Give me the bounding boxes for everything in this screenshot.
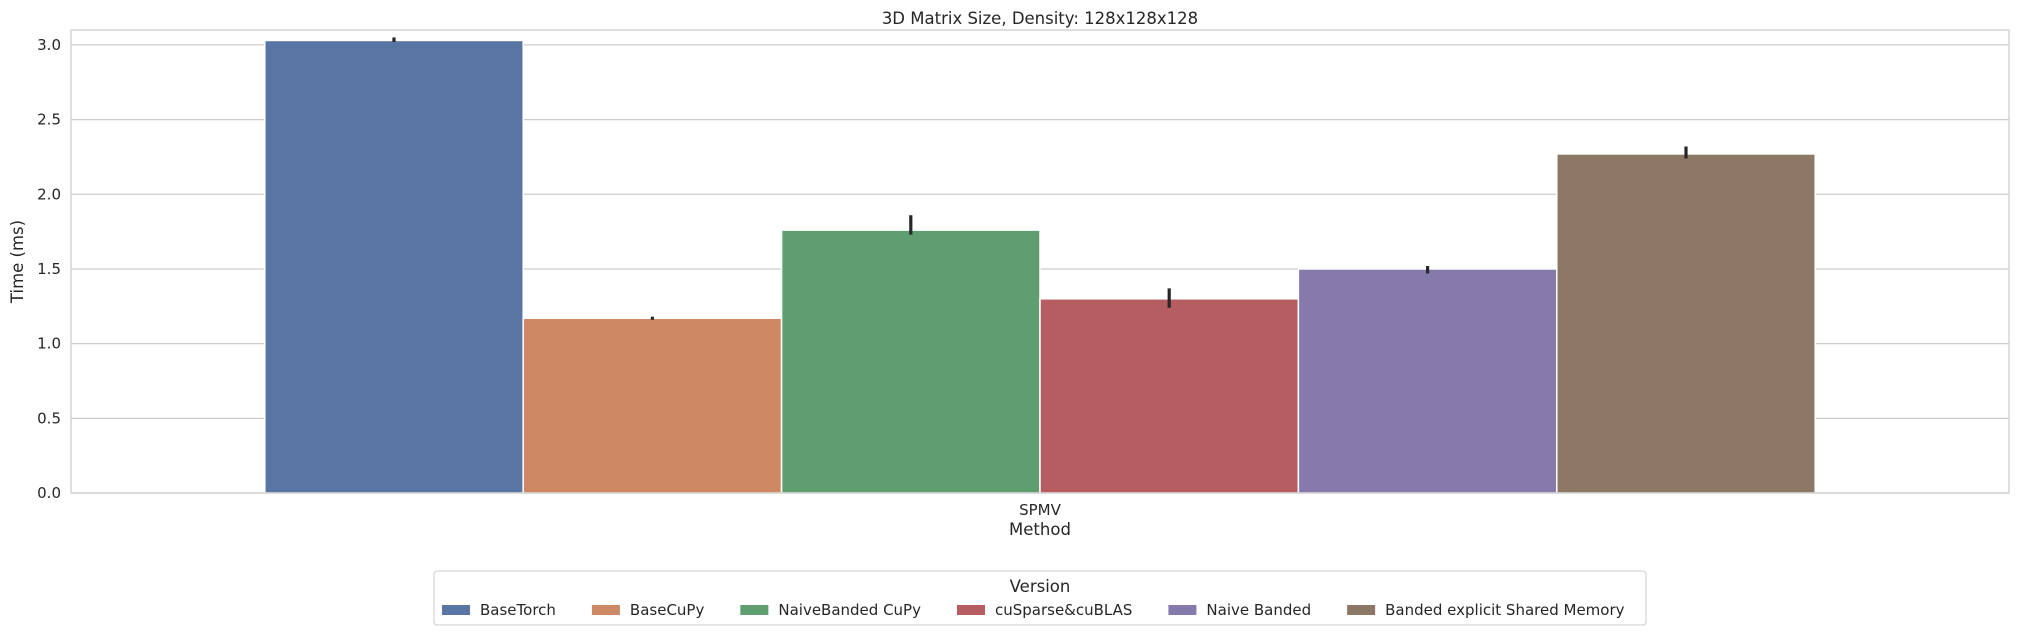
legend-swatch [1347, 605, 1376, 615]
y-tick-labels: 0.0 0.5 1.0 1.5 2.0 2.5 3.0 [37, 36, 61, 502]
y-tick-label: 1.0 [37, 335, 61, 353]
bar-basecupy [522, 317, 783, 494]
y-tick-label: 0.5 [37, 409, 61, 427]
legend: Version BaseTorch BaseCuPy NaiveBanded CuP… [433, 570, 1647, 626]
bar-cusparse-cublas [1039, 298, 1300, 494]
legend-swatch [442, 605, 470, 615]
legend-title: Version [1010, 577, 1071, 596]
x-tick-label: SPMV [1019, 501, 1062, 519]
plot-frame [70, 29, 2010, 494]
x-tick-labels: SPMV [1019, 501, 1062, 519]
legend-label: cuSparse&cuBLAS [995, 601, 1132, 619]
legend-swatch [1168, 605, 1197, 615]
legend-frame [433, 570, 1647, 626]
y-tick-label: 1.5 [37, 260, 61, 278]
chart-title: 3D Matrix Size, Density: 128x128x128 [882, 9, 1198, 28]
error-bars [392, 37, 1688, 320]
y-tick-label: 3.0 [37, 36, 61, 54]
legend-swatch [956, 605, 985, 615]
y-tick-label: 2.5 [37, 111, 61, 129]
bar-basetorch [264, 39, 524, 494]
bars [264, 39, 1816, 494]
bar-naive-banded [1297, 268, 1558, 494]
bar-banded-explicit-shared-memory [1556, 153, 1816, 494]
legend-label: BaseCuPy [630, 601, 705, 619]
legend-items: BaseTorch BaseCuPy NaiveBanded CuPy cuSpars… [442, 601, 1625, 619]
legend-label: BaseTorch [480, 601, 556, 619]
y-tick-label: 2.0 [37, 185, 61, 203]
bar-naivebanded-cupy [780, 229, 1041, 494]
legend-swatch [740, 605, 769, 615]
legend-label: Banded explicit Shared Memory [1385, 601, 1624, 619]
legend-swatch [591, 605, 620, 615]
legend-label: Naive Banded [1206, 601, 1311, 619]
x-axis-label: Method [1009, 520, 1071, 539]
y-tick-label: 0.0 [37, 484, 61, 502]
legend-label: NaiveBanded CuPy [778, 601, 921, 619]
y-axis-label: Time (ms) [8, 220, 27, 304]
